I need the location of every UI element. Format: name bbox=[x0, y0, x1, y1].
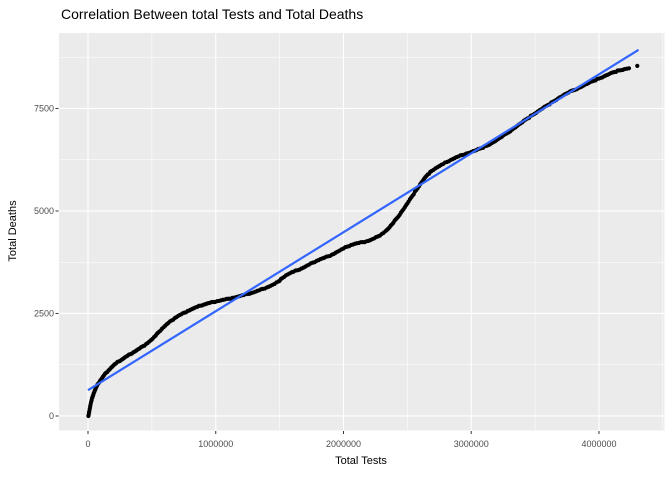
y-tick-label: 5000 bbox=[34, 206, 54, 216]
scatter-point bbox=[626, 66, 632, 71]
panel-layer bbox=[59, 33, 665, 431]
y-tick-label: 7500 bbox=[34, 104, 54, 114]
y-axis-title: Total Deaths bbox=[7, 200, 19, 262]
x-tick-label: 2000000 bbox=[326, 439, 361, 449]
x-axis-title: Total Tests bbox=[335, 455, 387, 467]
chart-title: Correlation Between total Tests and Tota… bbox=[61, 6, 363, 22]
x-tick-label: 0 bbox=[85, 439, 90, 449]
x-tick-label: 4000000 bbox=[581, 439, 616, 449]
x-tick-label: 1000000 bbox=[198, 439, 233, 449]
y-tick-label: 0 bbox=[49, 411, 54, 421]
regression-line bbox=[87, 48, 640, 392]
data-layer bbox=[86, 48, 640, 419]
y-tick-label: 2500 bbox=[34, 309, 54, 319]
panel-background bbox=[59, 33, 665, 431]
scatter-point bbox=[635, 63, 640, 68]
x-tick-label: 3000000 bbox=[454, 439, 489, 449]
axis-layer: 0 1000000 2000000 3000000 4000000 0 2500 5000 75… bbox=[34, 104, 617, 449]
